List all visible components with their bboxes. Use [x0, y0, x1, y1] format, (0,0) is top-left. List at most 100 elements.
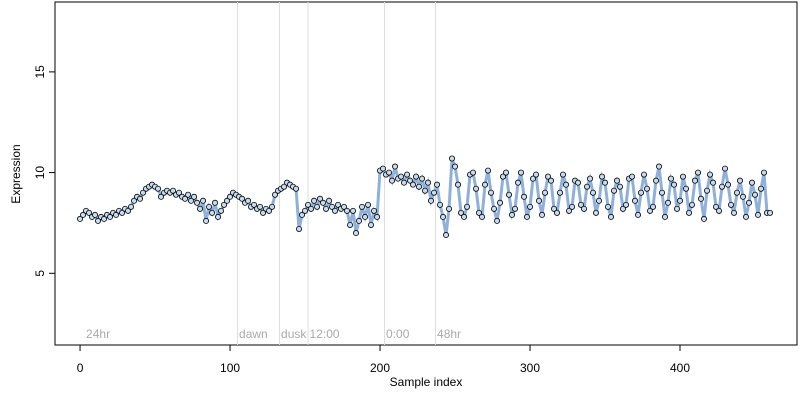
data-point [491, 205, 498, 212]
data-point [434, 181, 441, 188]
data-point [332, 207, 339, 214]
data-point [329, 203, 336, 210]
data-point [674, 205, 681, 212]
data-point [509, 211, 516, 218]
data-point [743, 213, 750, 220]
data-point [578, 201, 585, 208]
data-point [431, 189, 438, 196]
data-point [209, 209, 216, 216]
data-point [512, 205, 519, 212]
data-point [158, 193, 165, 200]
data-point [638, 189, 645, 196]
data-point [650, 203, 657, 210]
data-point [737, 177, 744, 184]
data-point [188, 197, 195, 204]
data-point [671, 181, 678, 188]
data-point [560, 171, 567, 178]
data-point [452, 163, 459, 170]
data-point [575, 179, 582, 186]
data-point [458, 209, 465, 216]
data-point [659, 189, 666, 196]
data-point [494, 217, 501, 224]
data-point [524, 213, 531, 220]
data-point [746, 199, 753, 206]
data-point [614, 177, 621, 184]
data-point [218, 207, 225, 214]
data-point [425, 179, 432, 186]
data-point [758, 185, 765, 192]
data-point [194, 199, 201, 206]
data-point [584, 183, 591, 190]
data-point [557, 189, 564, 196]
data-point [449, 155, 456, 162]
data-point [80, 211, 87, 218]
data-point [386, 169, 393, 176]
data-point [398, 173, 405, 180]
data-point [692, 177, 699, 184]
data-point [563, 181, 570, 188]
data-point [137, 195, 144, 202]
data-point [446, 205, 453, 212]
data-point [125, 207, 132, 214]
data-point [389, 177, 396, 184]
data-point [353, 230, 360, 237]
data-point [533, 171, 540, 178]
data-point [530, 175, 537, 182]
data-point [542, 189, 549, 196]
data-point [362, 213, 369, 220]
data-point [608, 213, 615, 220]
data-point [245, 197, 252, 204]
data-point [656, 163, 663, 170]
data-point [623, 201, 630, 208]
data-point [317, 195, 324, 202]
x-tick-label: 0 [77, 361, 84, 375]
annotation: 0:00 [386, 327, 410, 341]
data-point [335, 201, 342, 208]
x-tick-label: 200 [370, 361, 390, 375]
data-point [521, 193, 528, 200]
data-point [128, 203, 135, 210]
data-point [716, 207, 723, 214]
data-point [281, 183, 288, 190]
data-point [101, 215, 108, 222]
data-point [437, 201, 444, 208]
data-point [203, 217, 210, 224]
data-point [404, 171, 411, 178]
data-point [356, 217, 363, 224]
data-point [653, 177, 660, 184]
data-point [224, 197, 231, 204]
data-point [170, 187, 177, 194]
data-point [176, 189, 183, 196]
data-point [422, 187, 429, 194]
data-point [113, 211, 120, 218]
data-point [632, 197, 639, 204]
annotation: 48hr [437, 327, 461, 341]
data-point [305, 201, 312, 208]
x-tick-label: 100 [220, 361, 240, 375]
data-point [461, 213, 468, 220]
data-point [749, 179, 756, 186]
data-point [551, 205, 558, 212]
data-point [761, 169, 768, 176]
data-point [644, 185, 651, 192]
data-point [269, 203, 276, 210]
data-point [506, 191, 513, 198]
data-point [596, 197, 603, 204]
data-point [260, 209, 267, 216]
y-tick-label: 15 [33, 65, 47, 79]
data-point [500, 173, 507, 180]
data-point [680, 173, 687, 180]
annotation: 24hr [86, 327, 110, 341]
data-point [497, 199, 504, 206]
data-point [518, 169, 525, 176]
data-point [200, 197, 207, 204]
data-point [371, 207, 378, 214]
data-point [713, 203, 720, 210]
data-point [266, 207, 273, 214]
data-point [350, 207, 357, 214]
data-point [755, 211, 762, 218]
data-point [119, 209, 126, 216]
data-point [734, 189, 741, 196]
data-point [482, 181, 489, 188]
data-point [428, 197, 435, 204]
